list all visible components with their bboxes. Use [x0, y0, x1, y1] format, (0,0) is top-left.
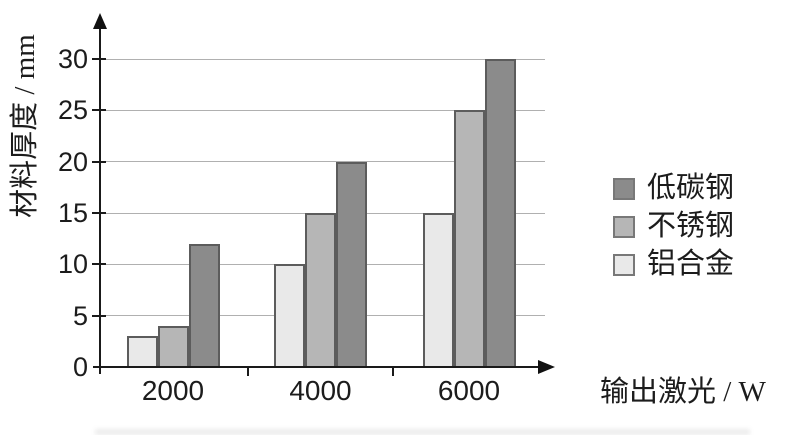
y-tick-label: 10 [57, 249, 88, 280]
y-tick-label: 20 [57, 146, 88, 177]
legend-label: 不锈钢 [647, 210, 735, 242]
x-axis-title: 输出激光 / W [600, 376, 766, 408]
y-tick-label: 0 [72, 352, 88, 382]
x-axis-arrow-icon [538, 360, 555, 374]
legend: 低碳钢 不锈钢 铝合金 [613, 174, 734, 288]
x-tick-mark [247, 367, 249, 376]
gridline [99, 161, 545, 163]
legend-swatch-light [613, 253, 635, 276]
bar-铝合金-6000 [422, 213, 454, 367]
y-tick-label: 15 [57, 198, 88, 228]
legend-item: 铝合金 [613, 250, 734, 279]
x-category-label: 4000 [289, 375, 352, 406]
gridline [99, 58, 545, 60]
x-tick-mark [392, 367, 394, 376]
bar-低碳钢-2000 [188, 243, 220, 367]
legend-item: 不锈钢 [613, 212, 734, 241]
y-axis-line [99, 28, 101, 374]
legend-label: 铝合金 [647, 248, 735, 280]
bar-铝合金-2000 [126, 336, 158, 367]
bar-低碳钢-4000 [336, 161, 367, 367]
bar-铝合金-4000 [274, 264, 305, 367]
bar-不锈钢-4000 [305, 213, 336, 367]
y-axis-arrow-icon [93, 13, 107, 29]
legend-label: 低碳钢 [647, 172, 735, 204]
bar-不锈钢-6000 [453, 110, 485, 367]
x-axis-line [93, 366, 538, 368]
y-tick-label: 25 [57, 95, 88, 126]
x-category-label: 6000 [437, 375, 501, 406]
legend-item: 低碳钢 [613, 174, 734, 203]
y-tick-label: 30 [57, 44, 88, 74]
legend-swatch-dark [613, 177, 635, 200]
bar-不锈钢-2000 [157, 325, 189, 367]
legend-swatch-medium [613, 215, 635, 238]
cropped-text-artifact [95, 429, 750, 435]
x-category-label: 2000 [141, 375, 205, 406]
y-tick-label: 5 [72, 300, 88, 331]
bar-低碳钢-6000 [484, 59, 516, 367]
gridline [99, 109, 545, 111]
